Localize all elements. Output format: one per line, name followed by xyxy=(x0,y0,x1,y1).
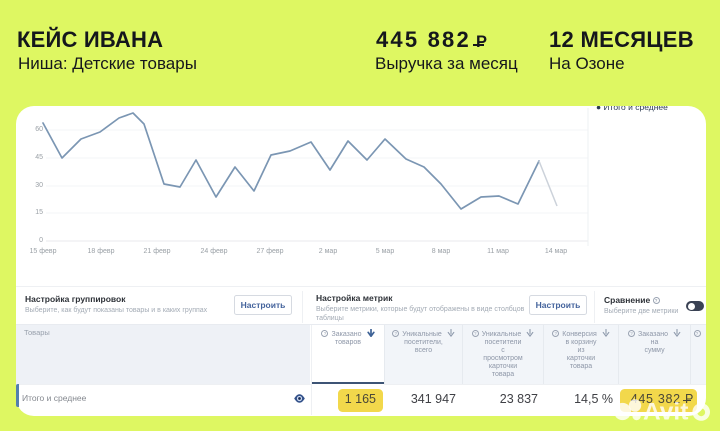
svg-text:Avit: Avit xyxy=(643,399,688,426)
